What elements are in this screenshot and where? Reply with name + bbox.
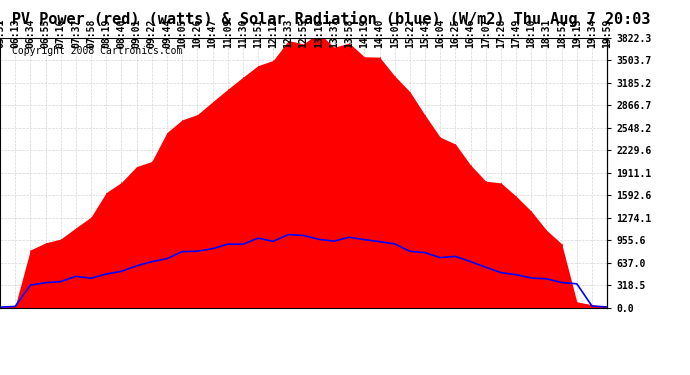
Text: 07:58: 07:58 <box>86 19 96 48</box>
Text: 19:59: 19:59 <box>602 19 612 48</box>
Text: 19:13: 19:13 <box>572 19 582 48</box>
Text: 18:31: 18:31 <box>542 19 551 48</box>
Text: 10:05: 10:05 <box>177 19 187 48</box>
Text: 07:37: 07:37 <box>71 19 81 48</box>
Text: 13:58: 13:58 <box>344 19 354 48</box>
Text: 16:25: 16:25 <box>451 19 460 48</box>
Text: Copyright 2008 Cartronics.com: Copyright 2008 Cartronics.com <box>12 46 183 56</box>
Text: 08:19: 08:19 <box>101 19 111 48</box>
Text: 05:51: 05:51 <box>0 19 5 48</box>
Text: 07:16: 07:16 <box>56 19 66 48</box>
Text: 06:55: 06:55 <box>41 19 50 48</box>
Text: 11:51: 11:51 <box>253 19 263 48</box>
Text: Total PV Power (red) (watts) & Solar Radiation (blue) (W/m2) Thu Aug 7 20:03: Total PV Power (red) (watts) & Solar Rad… <box>0 11 651 27</box>
Text: 11:09: 11:09 <box>223 19 233 48</box>
Text: 17:07: 17:07 <box>481 19 491 48</box>
Text: 09:22: 09:22 <box>147 19 157 48</box>
Text: 15:43: 15:43 <box>420 19 430 48</box>
Text: 19:34: 19:34 <box>587 19 597 48</box>
Text: 12:12: 12:12 <box>268 19 278 48</box>
Text: 15:01: 15:01 <box>390 19 400 48</box>
Text: 06:13: 06:13 <box>10 19 20 48</box>
Text: 16:46: 16:46 <box>466 19 475 48</box>
Text: 13:16: 13:16 <box>314 19 324 48</box>
Text: 18:10: 18:10 <box>526 19 536 48</box>
Text: 14:40: 14:40 <box>375 19 384 48</box>
Text: 16:04: 16:04 <box>435 19 445 48</box>
Text: 11:30: 11:30 <box>238 19 248 48</box>
Text: 09:01: 09:01 <box>132 19 141 48</box>
Text: 08:40: 08:40 <box>117 19 126 48</box>
Text: 18:52: 18:52 <box>557 19 566 48</box>
Text: 09:44: 09:44 <box>162 19 172 48</box>
Text: 06:34: 06:34 <box>26 19 35 48</box>
Text: 10:47: 10:47 <box>208 19 217 48</box>
Text: 17:28: 17:28 <box>496 19 506 48</box>
Text: 13:37: 13:37 <box>329 19 339 48</box>
Text: 15:22: 15:22 <box>405 19 415 48</box>
Text: 12:55: 12:55 <box>299 19 308 48</box>
Text: 17:49: 17:49 <box>511 19 521 48</box>
Text: 14:19: 14:19 <box>359 19 369 48</box>
Text: 12:33: 12:33 <box>284 19 293 48</box>
Text: 10:26: 10:26 <box>193 19 202 48</box>
